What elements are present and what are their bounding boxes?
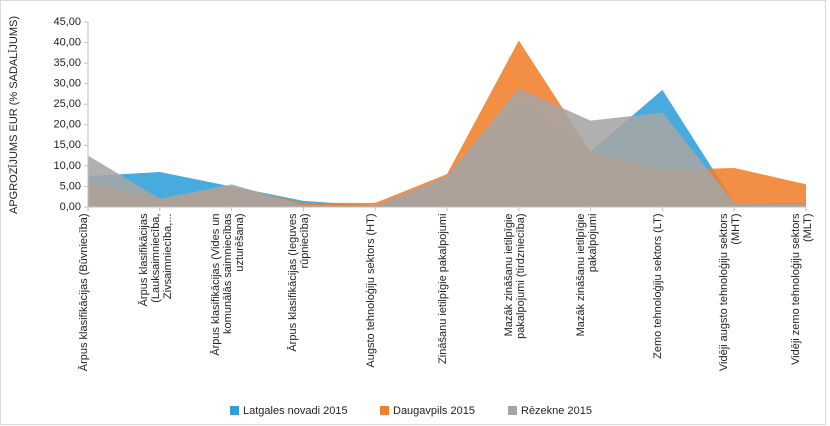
- area: [88, 88, 806, 207]
- y-tick-label: 35,00: [53, 57, 81, 69]
- y-tick-label: 10,00: [53, 160, 81, 172]
- legend-swatch: [380, 406, 389, 415]
- y-tick-label: 0,00: [60, 201, 81, 213]
- y-tick-label: 25,00: [53, 98, 81, 110]
- legend-swatch: [230, 406, 239, 415]
- y-tick-label: 20,00: [53, 119, 81, 131]
- x-tick-label: Ārpus klasifikācijas (Būvniecība): [78, 213, 90, 371]
- y-tick-label: 5,00: [60, 180, 81, 192]
- x-tick-label: Zemo tehnoloģiju sektors (LT): [652, 213, 665, 359]
- x-tick-label: Mazāk zināšanu ietilpīgie pakalpojumi (t…: [502, 213, 527, 339]
- x-tick-label: Vidēji augsto tehnoloģiju sektors (MHT): [718, 213, 743, 371]
- y-tick-label: 30,00: [53, 78, 81, 90]
- y-tick-label: 45,00: [53, 16, 81, 28]
- x-tick-label: Augsto tehnoloģiju sektors (HT): [365, 213, 378, 368]
- x-tick-label: Mazāk zināšanu ietilpīgie pakalpojumi: [574, 213, 599, 336]
- legend-label: Rēzekne 2015: [521, 405, 592, 417]
- x-tick-label: Ārpus klasifikācijas (Lauksaimniecība, Z…: [137, 213, 174, 306]
- x-tick-label: Vidēji zemo tehnoloģiju sektors (MLT): [790, 213, 814, 365]
- y-axis-label: APGROZĪJUMS EUR (% SADALĪJUMS): [8, 16, 20, 214]
- y-tick-label: 15,00: [53, 139, 81, 151]
- legend-swatch: [508, 406, 517, 415]
- legend-label: Daugavpils 2015: [393, 405, 475, 417]
- y-tick-label: 40,00: [53, 36, 81, 48]
- legend-label: Latgales novadi 2015: [243, 405, 348, 417]
- x-tick-label: Ārpus klasifikācijas (Vides un komunālās…: [209, 213, 246, 356]
- x-tick-label: Zināšanu ietilpīgie pakalpojumi: [437, 213, 449, 364]
- x-tick-label: Ārpus klasifikācijas (Ieguves rūpniecība…: [287, 213, 312, 352]
